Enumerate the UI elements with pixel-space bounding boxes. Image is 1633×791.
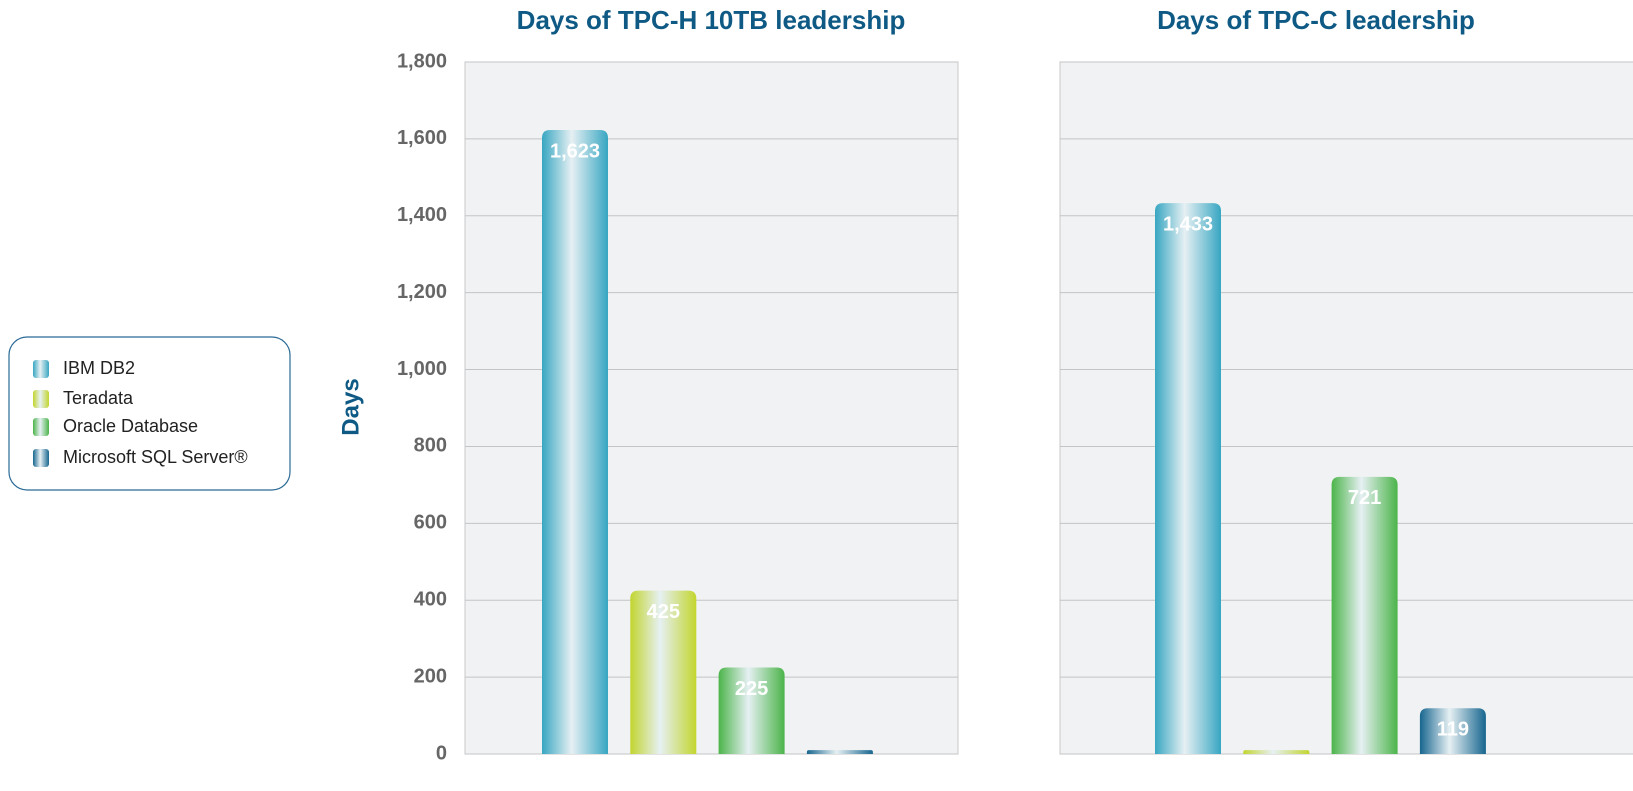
y-tick-label: 1,600 bbox=[397, 127, 447, 149]
y-tick-label: 400 bbox=[414, 589, 447, 611]
y-tick-label: 1,800 bbox=[397, 50, 447, 72]
bar bbox=[1155, 203, 1221, 754]
legend-swatch bbox=[33, 360, 49, 378]
y-tick-label: 600 bbox=[414, 512, 447, 534]
y-axis-title: Days bbox=[337, 378, 364, 435]
y-tick-label: 1,200 bbox=[397, 281, 447, 303]
chart-title: Days of TPC-H 10TB leadership bbox=[517, 5, 906, 35]
legend-label: Teradata bbox=[63, 388, 134, 408]
bar bbox=[1331, 476, 1398, 754]
y-tick-label: 200 bbox=[414, 665, 447, 687]
legend-label: IBM DB2 bbox=[63, 358, 135, 378]
bar bbox=[1243, 750, 1310, 754]
y-tick-label: 0 bbox=[436, 742, 447, 764]
y-tick-label: 1,400 bbox=[397, 204, 447, 226]
legend-box bbox=[8, 336, 291, 491]
data-label: 119 bbox=[1437, 719, 1469, 741]
legend-swatch bbox=[33, 418, 49, 436]
bar bbox=[630, 590, 697, 754]
bar bbox=[806, 750, 873, 754]
legend-swatch bbox=[33, 449, 49, 467]
plot-area bbox=[464, 61, 959, 755]
data-label: 225 bbox=[735, 678, 768, 700]
bar bbox=[718, 667, 785, 754]
legend-swatch bbox=[33, 390, 49, 408]
data-label: 721 bbox=[1348, 487, 1381, 509]
legend-label: Microsoft SQL Server® bbox=[63, 447, 248, 467]
data-label: 425 bbox=[647, 601, 680, 623]
chart-title: Days of TPC-C leadership bbox=[1157, 5, 1475, 35]
bar bbox=[1419, 708, 1486, 754]
y-tick-label: 1,000 bbox=[397, 358, 447, 380]
bar bbox=[542, 130, 608, 755]
y-tick-label: 800 bbox=[414, 435, 447, 457]
data-label: 1,623 bbox=[550, 140, 600, 162]
data-label: 1,433 bbox=[1163, 213, 1213, 235]
legend-label: Oracle Database bbox=[63, 416, 198, 436]
